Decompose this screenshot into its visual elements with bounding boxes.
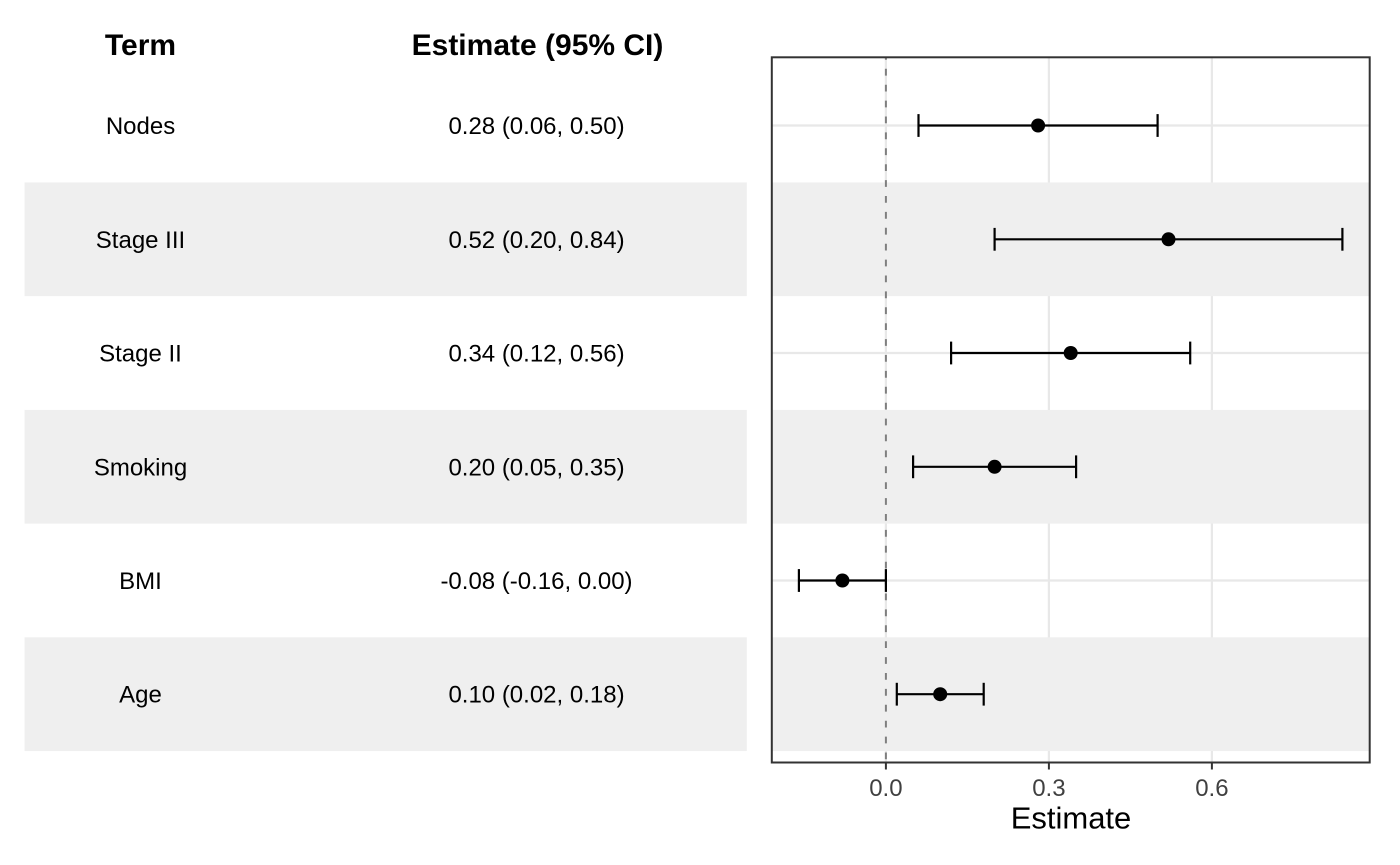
svg-text:Estimate: Estimate [1011, 801, 1132, 836]
svg-text:-0.08 (-0.16, 0.00): -0.08 (-0.16, 0.00) [440, 568, 632, 595]
svg-text:Stage II: Stage II [99, 341, 182, 368]
svg-text:Estimate (95% CI): Estimate (95% CI) [412, 29, 664, 62]
svg-text:Stage III: Stage III [96, 227, 185, 254]
svg-text:0.20 (0.05, 0.35): 0.20 (0.05, 0.35) [448, 454, 624, 481]
svg-text:Age: Age [119, 682, 162, 709]
svg-text:0.52 (0.20, 0.84): 0.52 (0.20, 0.84) [448, 227, 624, 254]
svg-text:Smoking: Smoking [94, 454, 187, 481]
svg-text:0.3: 0.3 [1032, 775, 1065, 802]
svg-text:0.0: 0.0 [869, 775, 902, 802]
svg-text:0.34 (0.12, 0.56): 0.34 (0.12, 0.56) [448, 341, 624, 368]
svg-text:Nodes: Nodes [106, 113, 175, 140]
svg-text:0.10 (0.02, 0.18): 0.10 (0.02, 0.18) [448, 682, 624, 709]
svg-text:0.28 (0.06, 0.50): 0.28 (0.06, 0.50) [448, 113, 624, 140]
svg-text:BMI: BMI [119, 568, 162, 595]
svg-text:Term: Term [105, 29, 176, 62]
svg-text:0.6: 0.6 [1195, 775, 1228, 802]
